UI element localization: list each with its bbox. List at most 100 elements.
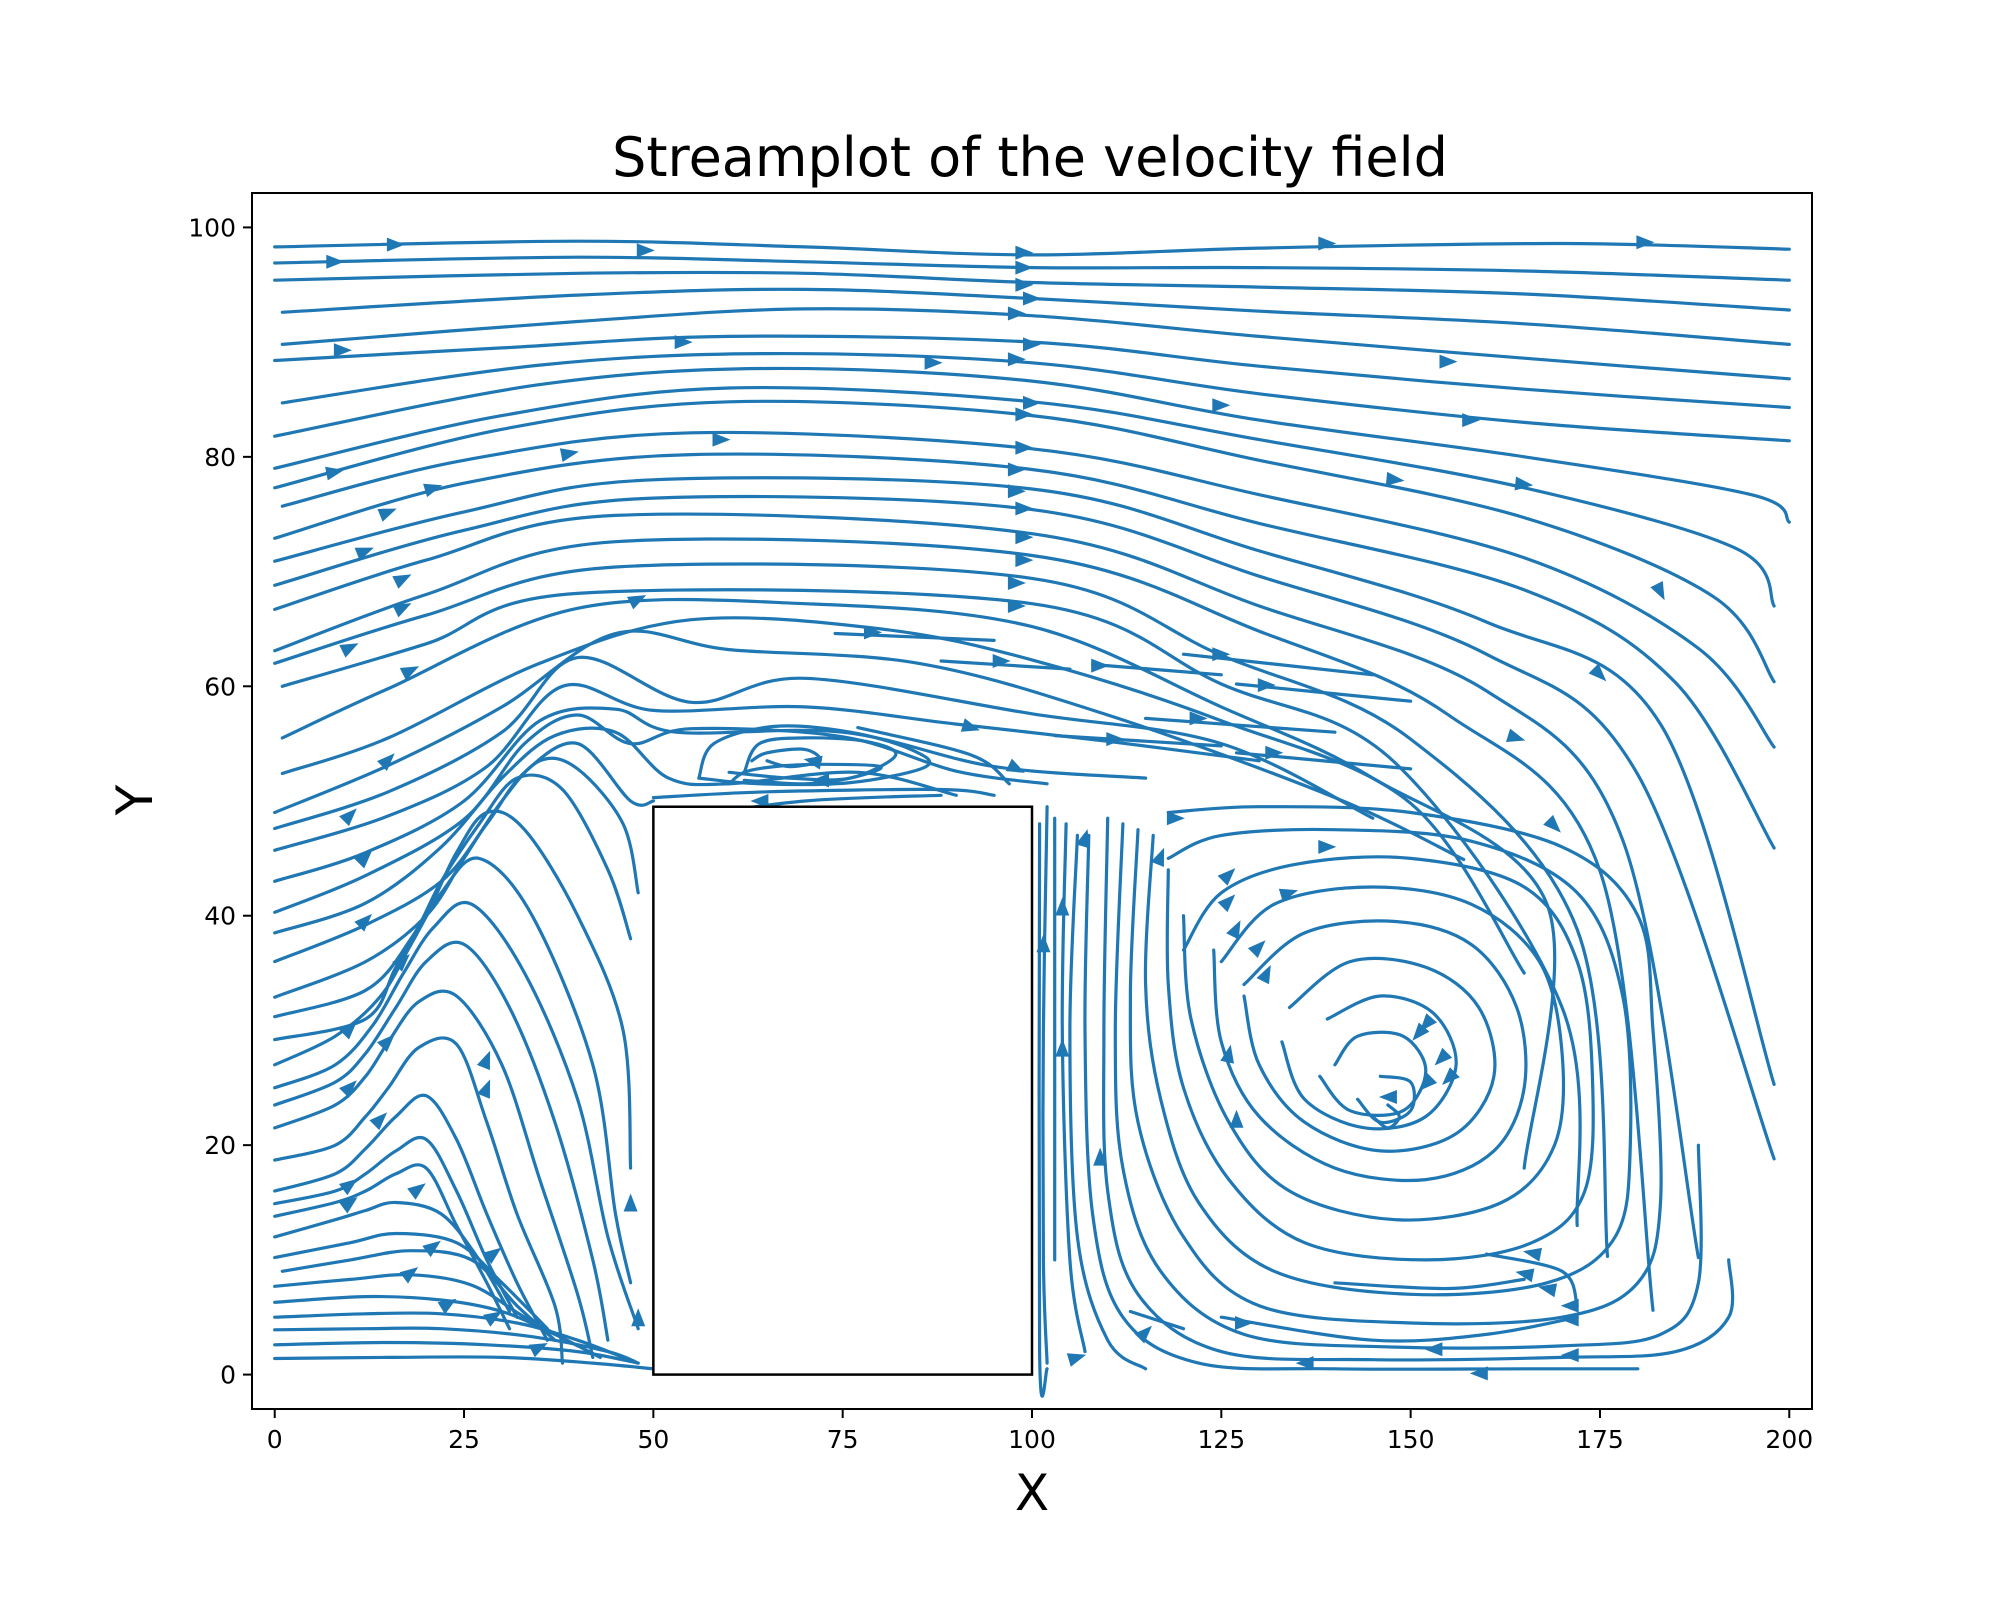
flow-arrow-73 [482, 1247, 502, 1264]
streamline-27 [273, 756, 640, 999]
flow-arrow-101 [1378, 1090, 1397, 1104]
streamline-75 [1242, 956, 1497, 1153]
streamline-20 [273, 629, 1466, 862]
streamline-12 [273, 476, 1776, 1086]
streamline-0 [273, 239, 1791, 257]
flow-arrow-28 [1385, 471, 1405, 486]
flow-arrow-63 [377, 1034, 395, 1053]
flow-arrow-87 [1217, 894, 1236, 913]
flow-arrow-20 [712, 432, 731, 447]
streamline-42 [273, 1294, 602, 1359]
streamline-9 [273, 399, 1776, 684]
flow-arrow-2 [636, 243, 655, 258]
x-tick-label-5: 125 [1197, 1425, 1245, 1454]
flow-arrow-7 [1015, 277, 1034, 292]
streamline-76 [1280, 994, 1458, 1131]
streamline-49 [1091, 662, 1223, 677]
flow-arrow-33 [1015, 553, 1034, 568]
flow-arrow-82 [1093, 1147, 1108, 1166]
streamline-4 [280, 307, 1791, 381]
streamline-10 [280, 430, 1776, 749]
flow-arrow-76 [483, 1311, 502, 1327]
streamline-21 [273, 655, 1375, 831]
flow-arrow-96 [1419, 1013, 1437, 1032]
streamline-83 [1128, 1309, 1186, 1331]
flow-arrow-45 [1212, 647, 1231, 662]
streamline-26 [273, 741, 655, 964]
flow-arrow-11 [674, 335, 693, 350]
streamline-15 [273, 537, 1655, 1312]
flow-arrow-42 [864, 625, 882, 640]
streamline-24 [273, 713, 1049, 914]
flow-arrow-13 [924, 355, 943, 370]
streamline-32 [273, 940, 610, 1342]
flow-arrow-91 [1256, 965, 1271, 985]
streamline-30 [273, 856, 633, 1285]
streamline-14 [273, 512, 1700, 1260]
flow-arrow-54 [339, 808, 357, 827]
flow-arrow-50 [1106, 732, 1125, 747]
flow-arrow-38 [1007, 599, 1026, 613]
flow-arrow-65 [476, 1079, 491, 1099]
streamline-70 [1128, 805, 1663, 1326]
streamline-73 [1181, 885, 1566, 1222]
flow-arrow-97 [1412, 1022, 1430, 1041]
flow-arrow-19 [1462, 413, 1481, 428]
streamline-34 [273, 1036, 565, 1365]
streamline-62 [1037, 822, 1049, 1398]
flow-arrow-94 [1318, 839, 1337, 854]
streamline-55 [1234, 751, 1413, 771]
flow-arrow-112 [1560, 1298, 1579, 1313]
flow-arrow-85 [1150, 847, 1165, 867]
flow-arrow-77 [528, 1343, 548, 1358]
streamline-1 [273, 255, 1791, 282]
x-tick-label-0: 0 [267, 1425, 283, 1454]
streamline-53 [1053, 734, 1223, 748]
flow-arrow-39 [1650, 581, 1665, 601]
streamline-60 [727, 736, 898, 782]
streamline-6 [280, 351, 1791, 443]
streamline-25 [273, 726, 958, 935]
streamline-44 [273, 1326, 640, 1365]
streamline-77 [1318, 1030, 1428, 1117]
flow-arrow-64 [476, 1050, 491, 1071]
flow-arrow-78 [631, 1308, 646, 1327]
flow-arrow-84 [1166, 811, 1185, 826]
y-tick-label-5: 100 [188, 213, 236, 242]
flow-arrow-15 [1439, 354, 1458, 369]
flow-arrow-37 [1007, 576, 1026, 590]
flow-arrow-29 [1514, 476, 1534, 491]
flow-arrow-75 [437, 1298, 457, 1315]
streamline-2 [273, 270, 1791, 312]
flow-arrow-100 [1419, 1073, 1438, 1091]
streamline-46 [273, 1355, 655, 1371]
streamline-29 [273, 809, 633, 1170]
flow-arrow-18 [1212, 398, 1231, 413]
flow-arrow-60 [354, 913, 372, 932]
flow-arrow-68 [623, 1193, 638, 1212]
flow-arrow-43 [992, 654, 1011, 668]
flow-arrow-40 [339, 643, 359, 658]
streamline-18 [280, 597, 1557, 1170]
flow-arrow-80 [1055, 897, 1070, 916]
flow-arrow-102 [1066, 1353, 1087, 1367]
x-tick-label-7: 175 [1576, 1425, 1624, 1454]
flow-arrow-44 [1091, 658, 1110, 673]
flow-arrow-70 [407, 1183, 426, 1200]
x-tick-label-3: 75 [827, 1425, 859, 1454]
streamline-67 [1083, 833, 1640, 1371]
streamline-31 [273, 900, 640, 1331]
flow-arrow-36 [627, 595, 647, 610]
flow-arrow-31 [354, 547, 374, 561]
flow-arrow-4 [1318, 236, 1337, 251]
flow-arrow-34 [392, 574, 412, 589]
chart-title: Streamplot of the velocity field [612, 126, 1448, 189]
streamline-52 [856, 726, 1011, 786]
flow-arrow-25 [1007, 462, 1026, 477]
flow-arrow-3 [1015, 245, 1034, 260]
flow-arrow-59 [803, 755, 823, 770]
streamline-8 [273, 385, 1776, 608]
streamline-43 [273, 1311, 625, 1359]
streamline-79 [1371, 1103, 1401, 1130]
flow-arrow-58 [750, 794, 769, 808]
